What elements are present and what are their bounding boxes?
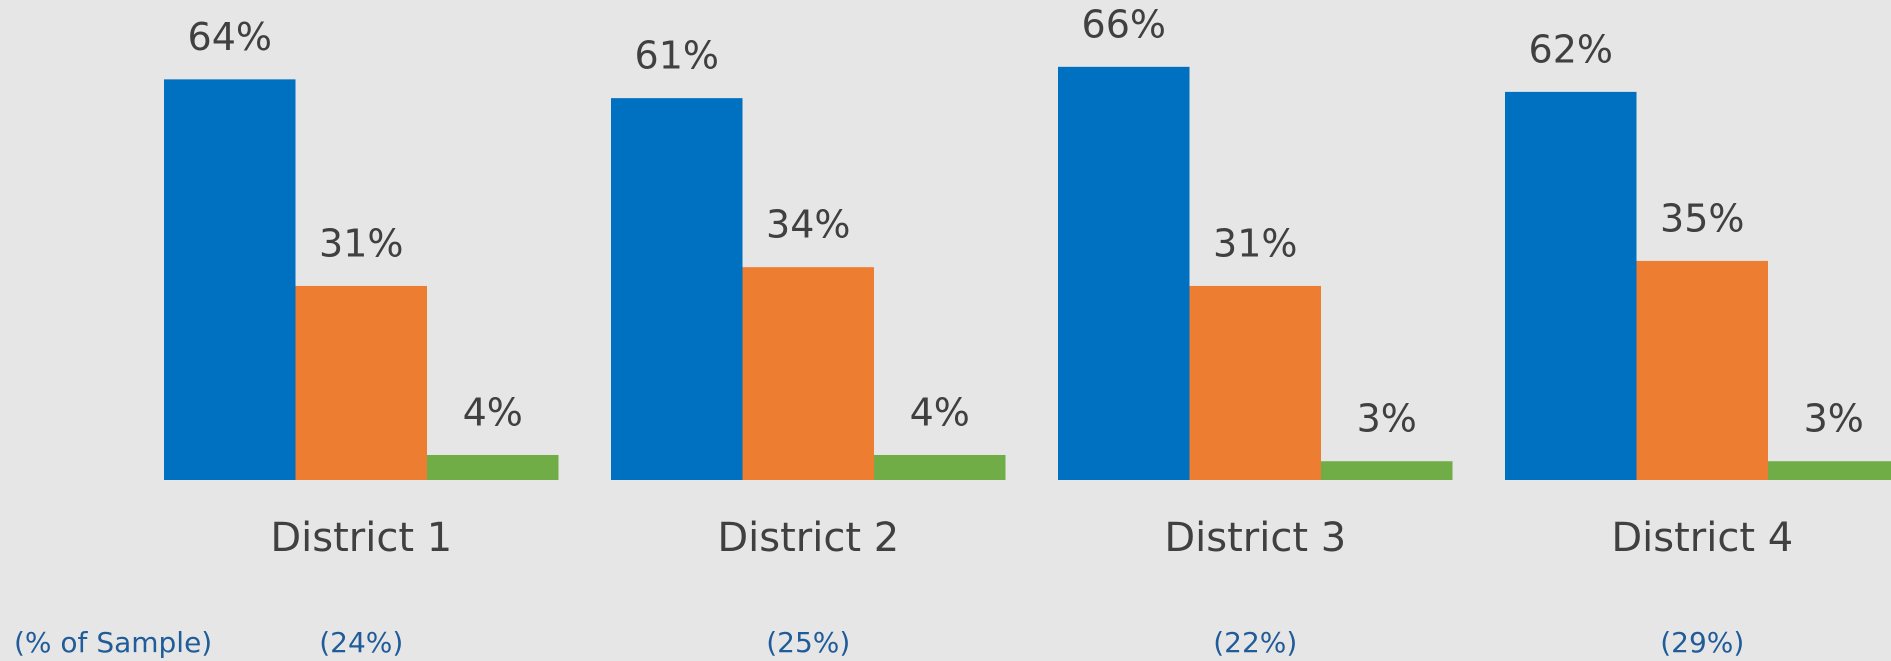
bar <box>427 454 559 480</box>
sample-label: (24%) <box>319 626 403 659</box>
data-label: 31% <box>1213 221 1297 265</box>
sample-label: (25%) <box>766 626 850 659</box>
x-tick-label: District 4 <box>1611 515 1793 561</box>
bar <box>164 79 296 481</box>
bar <box>1505 91 1637 480</box>
sample-row-label: (% of Sample) <box>14 626 212 659</box>
data-label: 34% <box>766 203 850 247</box>
sample-label: (29%) <box>1660 626 1744 659</box>
data-label: 4% <box>463 390 523 434</box>
data-label: 66% <box>1082 2 1166 46</box>
sample-label: (22%) <box>1213 626 1297 659</box>
data-label: 3% <box>1804 397 1864 441</box>
data-label: 61% <box>635 34 719 78</box>
bar <box>1636 260 1768 480</box>
bar <box>1058 66 1190 480</box>
bar <box>742 267 874 480</box>
bar <box>874 454 1006 480</box>
bar <box>1321 461 1453 480</box>
data-label: 4% <box>910 390 970 434</box>
bar <box>1768 461 1891 480</box>
bar <box>295 285 427 480</box>
data-label: 35% <box>1660 196 1744 240</box>
x-tick-label: District 2 <box>717 515 899 561</box>
bar <box>611 98 743 480</box>
data-label: 62% <box>1529 27 1613 71</box>
bar <box>1189 285 1321 480</box>
x-tick-label: District 3 <box>1164 515 1346 561</box>
data-label: 64% <box>188 15 272 59</box>
data-label: 3% <box>1357 397 1417 441</box>
data-label: 31% <box>319 221 403 265</box>
x-tick-label: District 1 <box>270 515 452 561</box>
